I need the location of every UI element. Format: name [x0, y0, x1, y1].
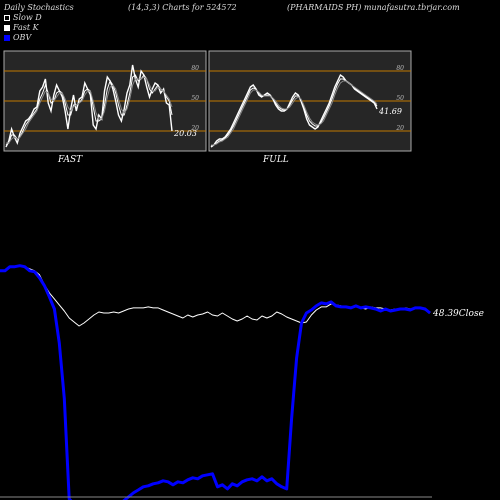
- obv-line: [0, 264, 431, 500]
- chart-header-right: (PHARMAIDS PH) munafasutra.tbrjar.com: [287, 3, 460, 12]
- fast-series-line-3: [6, 76, 173, 144]
- legend-label-slow-d: Slow D: [13, 13, 42, 22]
- legend-slow-d: Slow D: [4, 13, 42, 22]
- full-level-label: 80: [396, 65, 404, 72]
- full-series-line-3: [211, 80, 378, 146]
- full-panel-title: FULL: [262, 155, 289, 165]
- legend-swatch-white: [4, 24, 10, 31]
- full-last-value-label: 41.69: [378, 107, 402, 116]
- fast-panel-title: FAST: [57, 155, 83, 165]
- legend-label-fast-k: Fast K: [13, 23, 39, 32]
- legend-label-obv: OBV: [13, 33, 32, 42]
- legend-fast-k: Fast K: [4, 23, 39, 32]
- legend-obv: OBV: [4, 33, 31, 42]
- chart-header-middle: (14,3,3) Charts for 524572: [128, 3, 237, 12]
- fast-level-label: 50: [191, 95, 199, 102]
- full-level-label: 20: [395, 125, 404, 132]
- fast-series-line-2: [5, 74, 173, 146]
- full-level-label: 50: [396, 95, 404, 102]
- legend-swatch-blue: [4, 34, 10, 41]
- fast-last-value-label: 20.03: [173, 129, 197, 138]
- legend-swatch-outline: [4, 14, 10, 21]
- fast-level-label: 80: [191, 65, 199, 72]
- chart-header-left: Daily Stochastics: [4, 3, 74, 12]
- close-price-line: [0, 265, 431, 327]
- fast-level-label: 20: [190, 125, 199, 132]
- close-value-label: 48.39Close: [432, 309, 484, 319]
